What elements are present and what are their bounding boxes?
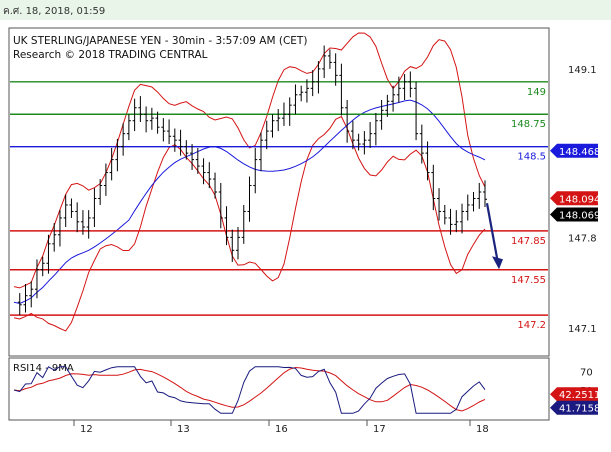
price-tag-label: 148.468 [559,147,600,158]
header-date: ค.ศ. 18, 2018, 01:59 [3,6,106,17]
level-label: 147.2 [517,320,546,331]
level-label: 148.5 [517,152,546,163]
chart-title: UK STERLING/JAPANESE YEN - 30min - 3:57:… [13,35,307,47]
x-axis: 12 13 16 17 18 [73,420,489,435]
rsi-tick-label: 70 [580,367,593,378]
rsi-tag-label: 41.7158 [559,404,600,415]
rsi-line [13,366,486,414]
rsi-label: RSI14 - 9MA [13,363,74,374]
bollinger-bands [13,32,486,332]
chart: UK STERLING/JAPANESE YEN - 30min - 3:57:… [8,27,600,435]
levels: 149 148.75 148.5 147.85 147.55 147.2 [10,81,548,331]
price-tag-bg [550,191,598,206]
x-tick-label: 16 [275,424,288,435]
chart-subtitle: Research © 2018 TRADING CENTRAL [13,49,208,61]
y-tick-label: 147.1 [568,324,597,335]
level-label: 149 [527,87,546,98]
level-label: 148.75 [511,119,546,130]
x-tick-label: 13 [177,424,190,435]
x-tick-label: 18 [476,424,489,435]
level-label: 147.85 [511,236,546,247]
ma-line [13,99,486,305]
header-bar: ค.ศ. 18, 2018, 01:59 [0,0,611,20]
lower-band [13,115,486,332]
price-bars [17,45,487,316]
x-tick-label: 12 [80,424,93,435]
y-tick-label: 147.8 [568,233,597,244]
price-tag-bg [550,143,598,158]
rsi-tag-bg [550,387,598,402]
rsi-tag-bg [550,400,598,415]
upper-band [13,32,486,289]
moving-average [13,99,486,305]
x-tick-label: 17 [373,424,386,435]
rsi-tags: 42.2511 41.7158 [550,387,600,415]
price-tag-bg [550,207,598,222]
rsi-pane [8,357,550,421]
price-tag-label: 148.069 [559,210,600,221]
y-tick-label: 149.1 [568,65,597,76]
level-label: 147.55 [511,275,546,286]
price-tags: 148.468 148.094 148.069 [550,143,600,222]
arrow-head [492,256,503,270]
rsi-lines [13,366,486,414]
arrow-shaft [485,203,500,264]
forecast-arrow [485,203,503,270]
price-tag-label: 148.094 [559,194,600,205]
rsi-tag-label: 42.2511 [559,390,600,401]
main-pane [8,27,550,357]
